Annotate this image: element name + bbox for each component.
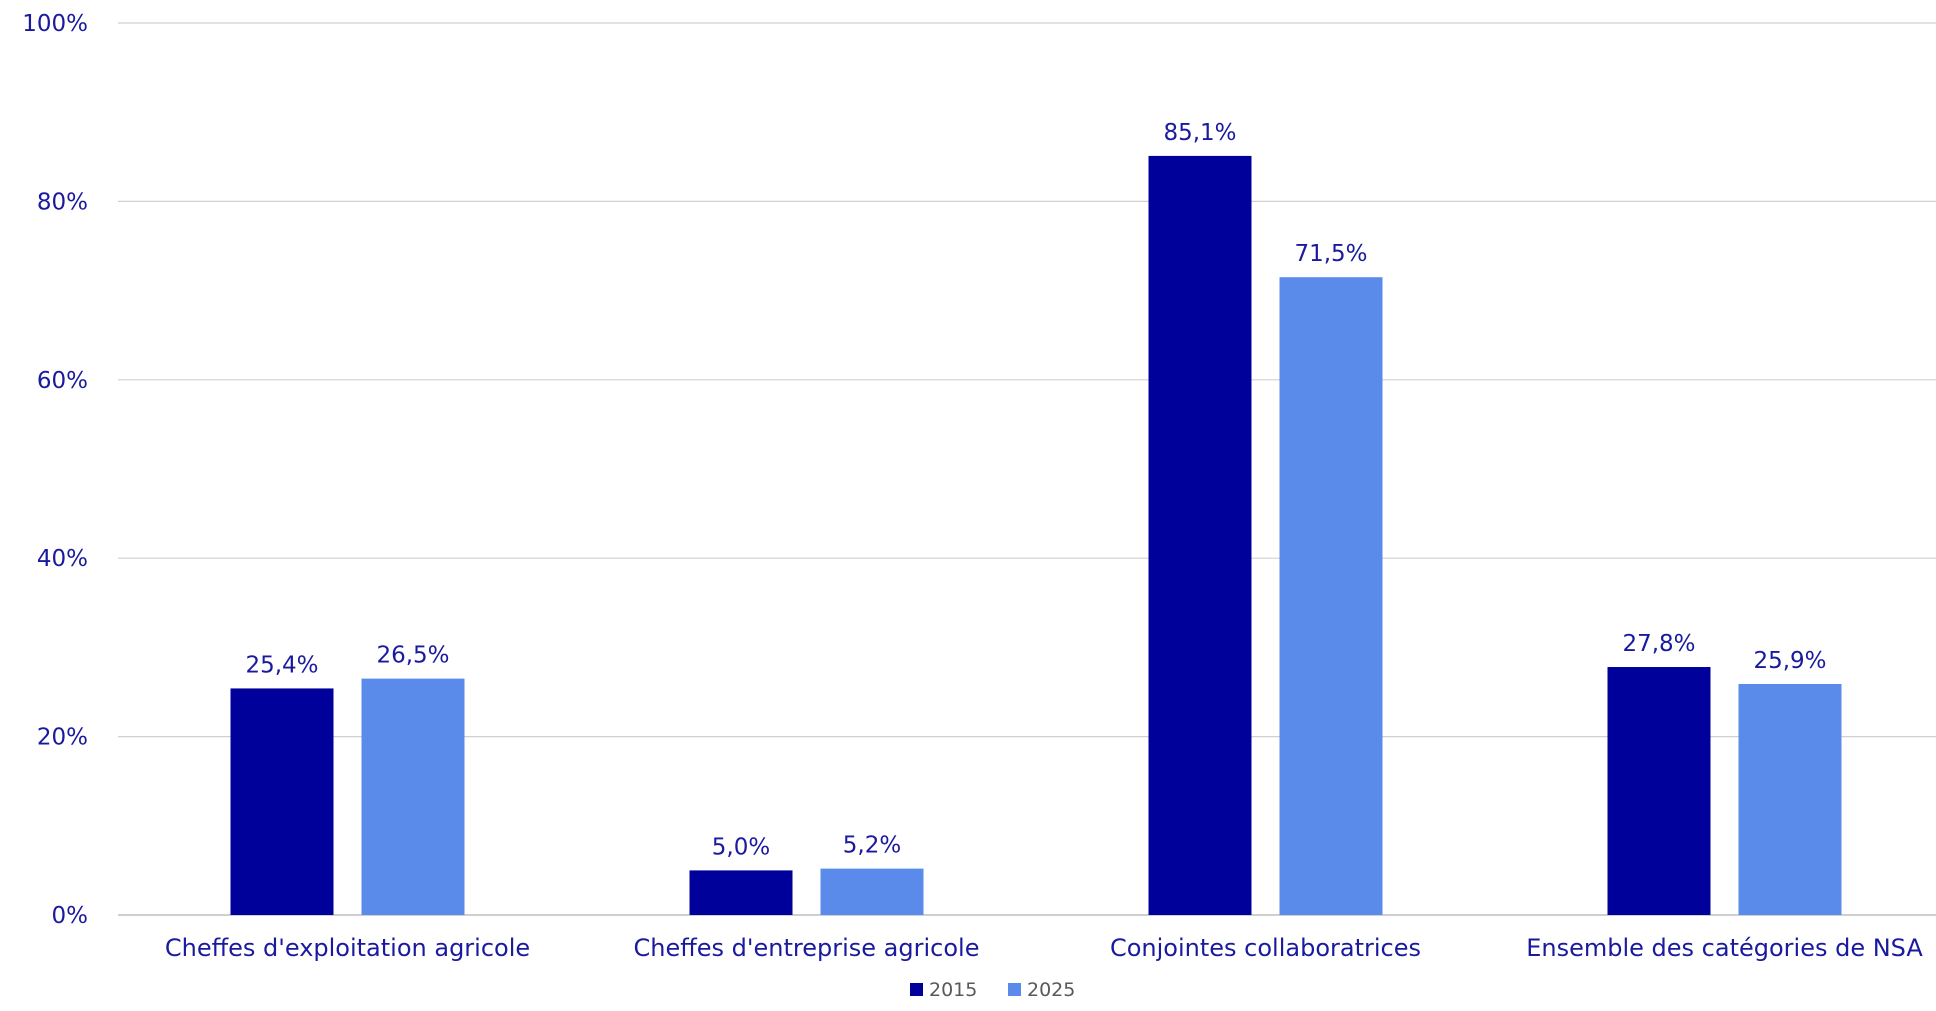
data-label: 5,2%	[843, 833, 901, 859]
bar-2025-1	[820, 868, 924, 915]
category-label: Cheffes d'entreprise agricole	[634, 934, 980, 962]
bars	[230, 155, 1842, 916]
data-label: 27,8%	[1622, 631, 1695, 657]
bar-2025-0	[361, 678, 465, 915]
data-label: 25,9%	[1753, 648, 1826, 674]
legend-label: 2025	[1027, 979, 1075, 1001]
bar-2015-3	[1607, 667, 1711, 915]
legend-swatch-2015	[910, 983, 923, 996]
data-labels: 25,4% 26,5% 5,0% 5,2% 85,1% 71,5% 27,8% 25,9%	[245, 120, 1826, 860]
bar-2015-0	[230, 688, 334, 915]
y-tick-label: 60%	[37, 368, 88, 394]
y-tick-label: 100%	[22, 11, 88, 37]
bar-2025-2	[1279, 277, 1383, 916]
category-label: Ensemble des catégories de NSA	[1526, 934, 1923, 962]
category-label: Cheffes d'exploitation agricole	[165, 934, 530, 962]
y-tick-label: 80%	[37, 189, 88, 215]
x-axis-categories: Cheffes d'exploitation agricole Cheffes d…	[165, 934, 1924, 962]
data-label: 26,5%	[376, 643, 449, 669]
data-label: 85,1%	[1163, 120, 1236, 146]
legend: 2015 2025	[910, 979, 1075, 1001]
legend-swatch-2025	[1008, 983, 1021, 996]
y-tick-label: 20%	[37, 725, 88, 751]
y-tick-label: 40%	[37, 546, 88, 572]
bar-2015-2	[1148, 155, 1252, 915]
category-label: Conjointes collaboratrices	[1110, 934, 1421, 962]
y-tick-label: 0%	[52, 903, 89, 929]
data-label: 25,4%	[245, 652, 318, 678]
bar-2015-1	[689, 870, 793, 915]
data-label: 71,5%	[1294, 241, 1367, 267]
legend-label: 2015	[929, 979, 977, 1001]
bar-2025-3	[1738, 683, 1842, 915]
data-label: 5,0%	[712, 834, 770, 860]
y-axis-ticks: 0% 20% 40% 60% 80% 100%	[22, 11, 88, 929]
